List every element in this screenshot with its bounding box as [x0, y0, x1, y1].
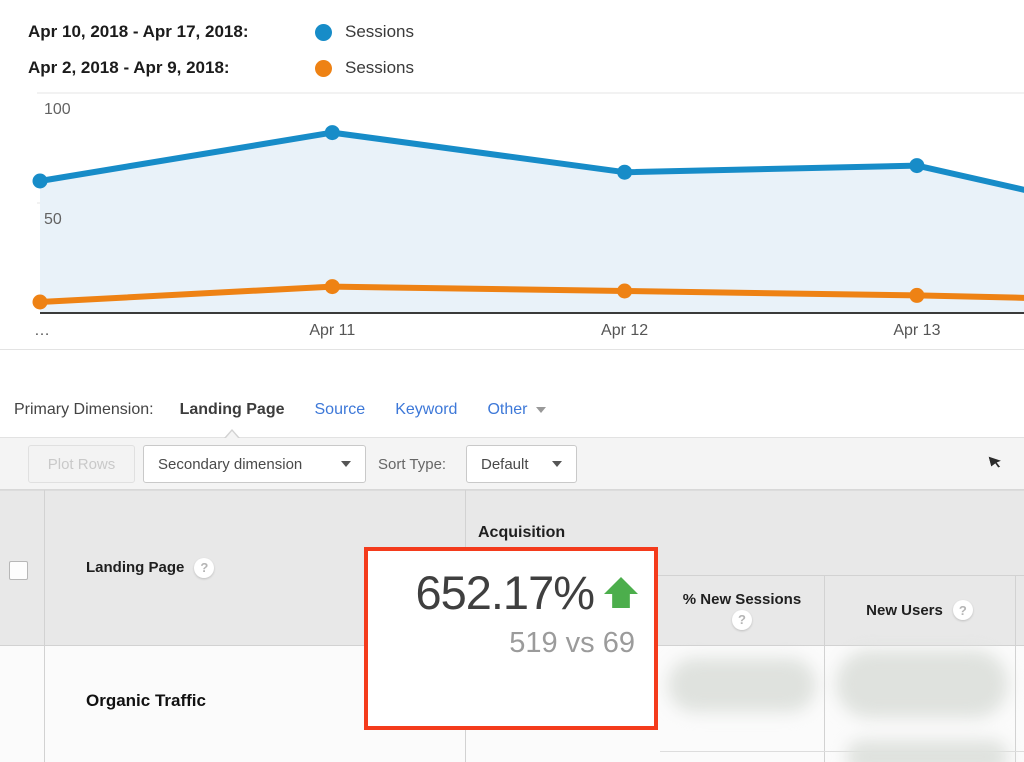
legend-row-previous: Apr 2, 2018 - Apr 9, 2018: Sessions — [28, 50, 414, 86]
chevron-down-icon — [552, 461, 562, 467]
series-color-dot — [315, 59, 332, 77]
tab-other-label: Other — [487, 401, 528, 418]
highlight-callout: 652.17% 519 vs 69 — [364, 547, 658, 730]
tab-landing-page[interactable]: Landing Page — [179, 401, 285, 418]
legend-metric-label: Sessions — [345, 58, 414, 77]
select-all-checkbox[interactable] — [9, 561, 28, 580]
up-arrow-icon — [604, 577, 638, 608]
legend-metric-label: Sessions — [345, 22, 414, 41]
tab-keyword[interactable]: Keyword — [395, 401, 458, 418]
secondary-dimension-dropdown[interactable]: Secondary dimension — [143, 445, 366, 483]
toolbar-notch-fill — [225, 431, 238, 438]
plot-rows-button[interactable]: Plot Rows — [28, 445, 135, 483]
sort-type-label: Sort Type: — [378, 456, 447, 473]
redacted-value — [668, 658, 816, 712]
legend-date-range: Apr 2, 2018 - Apr 9, 2018: — [28, 58, 230, 77]
column-header-landing-page-label: Landing Page — [86, 559, 185, 576]
redacted-value — [836, 650, 1008, 718]
divider — [824, 575, 825, 762]
column-header-landing-page[interactable]: Landing Page ? — [86, 490, 215, 645]
chevron-down-icon — [341, 461, 351, 467]
svg-text:50: 50 — [44, 211, 62, 228]
svg-text:Apr 11: Apr 11 — [309, 322, 355, 339]
primary-dimension-label: Primary Dimension: — [14, 401, 154, 418]
sessions-chart-svg: 100 50 … Apr 11 Apr 12 Apr 13 — [32, 92, 1024, 339]
percent-change-value: 652.17% — [415, 566, 595, 619]
mouse-cursor-icon — [989, 454, 1003, 469]
redacted-value — [846, 740, 1008, 762]
secondary-dimension-label: Secondary dimension — [158, 455, 303, 473]
divider — [44, 490, 45, 762]
chart-legend: Apr 10, 2018 - Apr 17, 2018: Sessions Ap… — [28, 14, 414, 86]
column-group-acquisition: Acquisition — [478, 490, 565, 575]
table-toolbar: Plot Rows Secondary dimension Sort Type:… — [0, 429, 1024, 490]
divider — [1015, 575, 1016, 762]
divider — [660, 751, 1024, 752]
legend-date-range: Apr 10, 2018 - Apr 17, 2018: — [28, 22, 249, 41]
column-group-acquisition-label: Acquisition — [478, 523, 566, 541]
column-header-new-sessions[interactable]: % New Sessions ? — [660, 575, 824, 645]
primary-dimension-bar: Primary Dimension: Landing Page Source K… — [14, 398, 576, 422]
tab-source[interactable]: Source — [314, 401, 366, 418]
divider — [465, 575, 1024, 576]
legend-row-current: Apr 10, 2018 - Apr 17, 2018: Sessions — [28, 14, 414, 50]
svg-text:100: 100 — [44, 101, 71, 118]
row-landing-page-organic-traffic[interactable]: Organic Traffic — [86, 691, 206, 710]
column-header-new-users-label: New Users — [866, 601, 943, 619]
series-color-dot — [315, 23, 332, 41]
sort-type-dropdown[interactable]: Default — [466, 445, 577, 483]
help-icon[interactable]: ? — [194, 557, 215, 578]
column-header-new-sessions-label: % New Sessions — [682, 590, 802, 608]
sessions-line-chart: 100 50 … Apr 11 Apr 12 Apr 13 — [0, 86, 1024, 350]
column-header-new-users[interactable]: New Users ? — [824, 575, 1015, 645]
sort-type-value: Default — [481, 455, 529, 473]
help-icon[interactable]: ? — [952, 600, 973, 620]
tab-other[interactable]: Other — [487, 401, 547, 419]
chevron-down-icon — [536, 407, 547, 413]
svg-text:Apr 13: Apr 13 — [893, 322, 940, 339]
svg-text:…: … — [34, 322, 50, 339]
svg-text:Apr 12: Apr 12 — [601, 322, 648, 339]
comparison-values: 519 vs 69 — [509, 627, 635, 659]
percent-change-line: 652.17% — [368, 565, 638, 620]
help-icon[interactable]: ? — [732, 609, 752, 630]
